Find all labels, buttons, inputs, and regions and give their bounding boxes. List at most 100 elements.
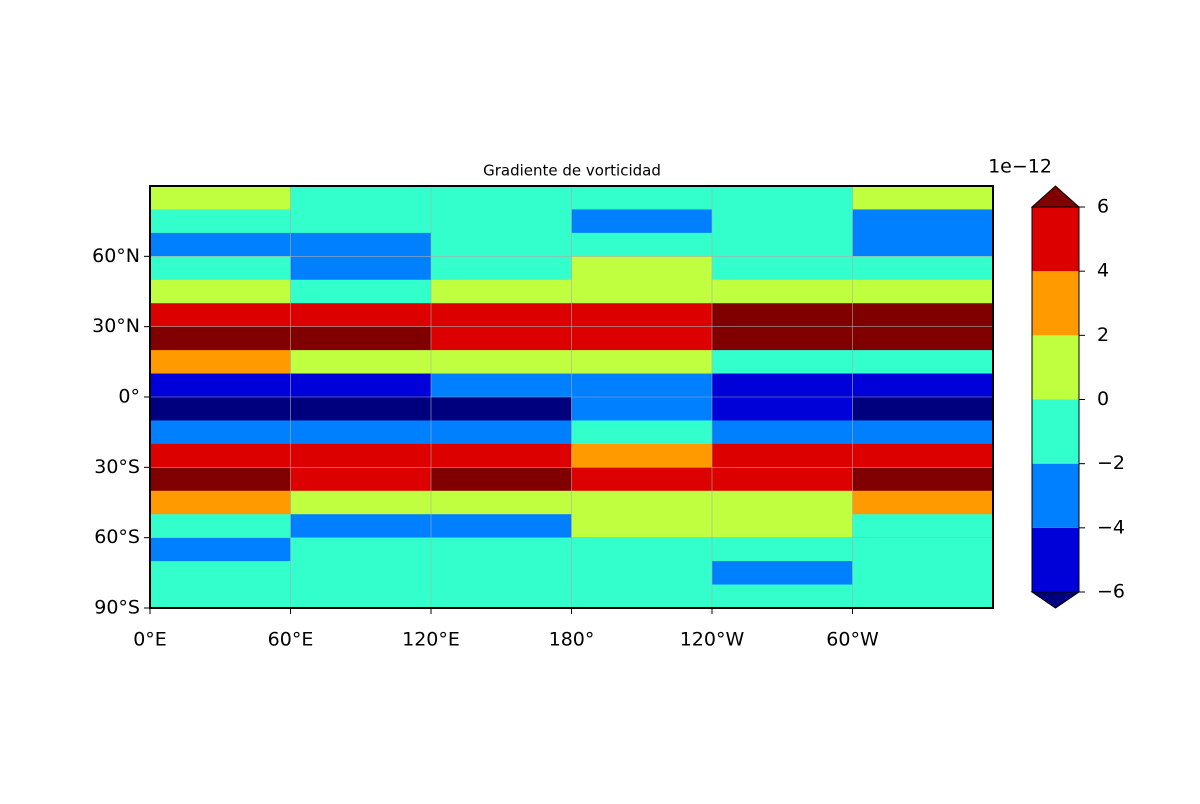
field-cell [712, 397, 853, 421]
field-cell [150, 420, 291, 445]
colorbar-over [1030, 185, 1081, 208]
field-cell [852, 279, 994, 304]
field-cell [290, 537, 432, 562]
field-cell [712, 232, 853, 257]
field-cell [852, 303, 994, 328]
field-cell [712, 537, 853, 562]
field-cell [852, 232, 994, 257]
field-cell [290, 256, 432, 281]
chart-title: Gradiente de vorticidad [483, 162, 661, 180]
y-tick-label: 60°S [94, 526, 140, 548]
field-cell [431, 467, 572, 492]
field-cell [290, 186, 432, 210]
field-cell [571, 186, 713, 210]
field-cell [431, 232, 572, 257]
x-tick-label: 60°W [826, 629, 879, 651]
field-cell [150, 209, 291, 234]
field-cell [431, 584, 572, 609]
field-cell [712, 373, 853, 398]
field-cell [712, 443, 853, 468]
field-cell [431, 443, 572, 468]
y-tick-label: 30°S [94, 456, 140, 478]
x-tick-label: 120°E [402, 629, 460, 651]
colorbar-tick-label: 0 [1097, 388, 1109, 410]
field-cell [712, 584, 853, 609]
field-cell [290, 397, 432, 421]
y-tick-label: 60°N [92, 245, 140, 267]
map-frame [149, 185, 994, 609]
field-cell [150, 467, 291, 492]
y-tick-label: 0° [118, 386, 140, 408]
field-cell [290, 514, 432, 539]
field-cell [150, 232, 291, 257]
field-cell [712, 279, 853, 304]
field-cell [571, 537, 713, 562]
field-cell [290, 303, 432, 328]
field-cell [571, 561, 713, 586]
field-cell [571, 326, 713, 351]
field-cell [852, 514, 994, 539]
colorbar-offset: 1e−12 [988, 156, 1052, 178]
field-cell [290, 443, 432, 468]
field-cell [150, 326, 291, 351]
field-cell [431, 561, 572, 586]
field-cell [150, 537, 291, 562]
field-cell [712, 209, 853, 234]
field-cell [852, 186, 994, 210]
field-cell [571, 209, 713, 234]
field-cell [712, 186, 853, 210]
field-cell [571, 420, 713, 445]
field-cell [290, 584, 432, 609]
colorbar-segment [1032, 335, 1079, 400]
colorbar-segment [1032, 399, 1079, 464]
field-cell [290, 232, 432, 257]
field-cell [290, 420, 432, 445]
field-cell [431, 256, 572, 281]
y-tick-label: 90°S [94, 597, 140, 619]
field-cell [290, 209, 432, 234]
y-tick-label: 30°N [92, 315, 140, 337]
field-cell [571, 443, 713, 468]
field-cell [852, 537, 994, 562]
field-cell [150, 397, 291, 421]
field-cell [712, 350, 853, 375]
field-cell [571, 514, 713, 539]
colorbar-segment [1032, 463, 1079, 528]
field-cell [150, 584, 291, 609]
colorbar-tick-label: 2 [1097, 324, 1109, 346]
field-cell [431, 303, 572, 328]
field-cell [852, 443, 994, 468]
colorbar-tick-label: −2 [1097, 452, 1125, 474]
field-cell [571, 490, 713, 515]
field-cell [150, 350, 291, 375]
field-cell [852, 561, 994, 586]
field-cell [290, 467, 432, 492]
field-cell [431, 373, 572, 398]
field-cell [431, 350, 572, 375]
field-cell [431, 209, 572, 234]
field-cell [431, 279, 572, 304]
x-tick-label: 120°W [680, 629, 745, 651]
field-cell [150, 303, 291, 328]
colorbar-tick-label: −4 [1097, 516, 1125, 538]
field-cell [852, 350, 994, 375]
field-cell [571, 232, 713, 257]
field-cell [852, 420, 994, 445]
field-cell [571, 467, 713, 492]
field-cell [712, 420, 853, 445]
field-cell [150, 514, 291, 539]
field-cell [431, 537, 572, 562]
field-cell [290, 326, 432, 351]
colorbar-tick-label: −6 [1097, 581, 1125, 603]
field-cell [571, 350, 713, 375]
colorbar-segment [1032, 271, 1079, 336]
x-tick-label: 180° [549, 629, 595, 651]
field-cell [431, 420, 572, 445]
field-cell [571, 584, 713, 609]
field-cell [852, 256, 994, 281]
field-cell [290, 490, 432, 515]
field-cell [150, 279, 291, 304]
field-cell [852, 373, 994, 398]
field-cell [431, 490, 572, 515]
field-cell [290, 373, 432, 398]
